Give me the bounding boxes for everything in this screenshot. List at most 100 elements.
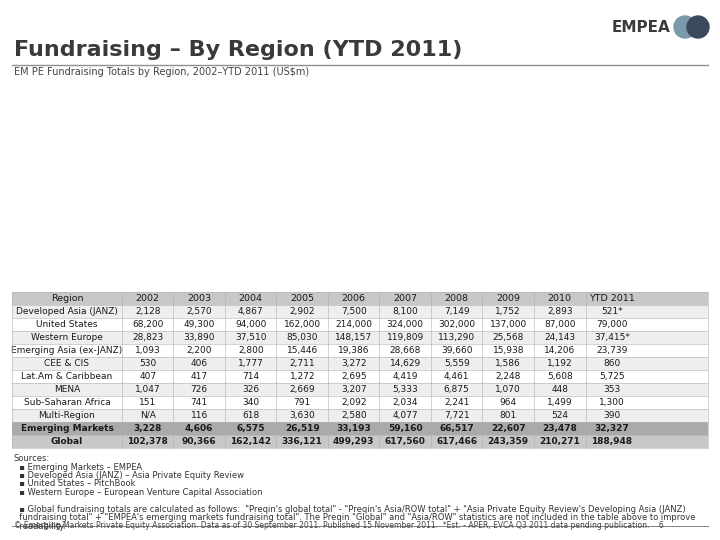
- Text: 1,777: 1,777: [238, 359, 264, 368]
- Text: 33,193: 33,193: [336, 424, 371, 433]
- Text: Sources:: Sources:: [14, 454, 50, 463]
- Text: United States: United States: [36, 320, 98, 329]
- Text: YTD 2011: YTD 2011: [589, 294, 635, 303]
- Circle shape: [674, 16, 696, 38]
- Text: 6,875: 6,875: [444, 385, 469, 394]
- Bar: [12, 383, 708, 396]
- Text: 324,000: 324,000: [387, 320, 424, 329]
- Bar: [12, 318, 708, 331]
- Text: 2,034: 2,034: [392, 398, 418, 407]
- Text: 79,000: 79,000: [596, 320, 628, 329]
- Text: 37,510: 37,510: [235, 333, 266, 342]
- Bar: [12, 292, 708, 305]
- Text: 2,200: 2,200: [186, 346, 212, 355]
- Text: 3,228: 3,228: [133, 424, 162, 433]
- Text: 1,586: 1,586: [495, 359, 521, 368]
- Text: 137,000: 137,000: [490, 320, 527, 329]
- Text: 1,047: 1,047: [135, 385, 161, 394]
- Text: MENA: MENA: [54, 385, 80, 394]
- Text: 243,359: 243,359: [487, 437, 528, 446]
- Text: N/A: N/A: [140, 411, 156, 420]
- Bar: [12, 422, 708, 435]
- Bar: [12, 331, 708, 344]
- Text: 5,725: 5,725: [599, 372, 625, 381]
- Text: 87,000: 87,000: [544, 320, 575, 329]
- Bar: [12, 357, 708, 370]
- Text: 59,160: 59,160: [388, 424, 423, 433]
- Text: Lat.Am & Caribbean: Lat.Am & Caribbean: [22, 372, 112, 381]
- Text: 14,206: 14,206: [544, 346, 575, 355]
- Text: ▪ Developed Asia (JANZ) – Asia Private Equity Review: ▪ Developed Asia (JANZ) – Asia Private E…: [14, 471, 244, 480]
- Text: © Emerging Markets Private Equity Association. Data as of 30 September 2011. Pub: © Emerging Markets Private Equity Associ…: [14, 521, 664, 530]
- Text: 2,893: 2,893: [547, 307, 572, 316]
- Text: Fundraising – By Region (YTD 2011): Fundraising – By Region (YTD 2011): [14, 40, 462, 60]
- Text: Global: Global: [51, 437, 83, 446]
- Text: 37,415*: 37,415*: [594, 333, 630, 342]
- Text: 113,290: 113,290: [438, 333, 475, 342]
- Text: 7,149: 7,149: [444, 307, 469, 316]
- Text: 22,607: 22,607: [491, 424, 526, 433]
- Text: 14,629: 14,629: [390, 359, 421, 368]
- Text: 417: 417: [191, 372, 208, 381]
- Text: 406: 406: [191, 359, 208, 368]
- Text: 4,867: 4,867: [238, 307, 264, 316]
- Circle shape: [687, 16, 709, 38]
- Text: 5,608: 5,608: [547, 372, 572, 381]
- Text: 1,499: 1,499: [547, 398, 572, 407]
- Text: 2,695: 2,695: [341, 372, 366, 381]
- Text: 33,890: 33,890: [184, 333, 215, 342]
- Bar: [12, 344, 708, 357]
- Text: 2,580: 2,580: [341, 411, 366, 420]
- Text: readability.: readability.: [14, 522, 66, 531]
- Text: 23,478: 23,478: [542, 424, 577, 433]
- Text: 964: 964: [500, 398, 517, 407]
- Text: 90,366: 90,366: [182, 437, 217, 446]
- Text: Western Europe: Western Europe: [31, 333, 103, 342]
- Text: 119,809: 119,809: [387, 333, 424, 342]
- Text: 148,157: 148,157: [336, 333, 372, 342]
- Text: 2010: 2010: [548, 294, 572, 303]
- Text: 2,248: 2,248: [495, 372, 521, 381]
- Text: Sub-Saharan Africa: Sub-Saharan Africa: [24, 398, 110, 407]
- Text: 2,669: 2,669: [289, 385, 315, 394]
- Text: 2002: 2002: [135, 294, 160, 303]
- Text: 2008: 2008: [445, 294, 469, 303]
- Text: 162,000: 162,000: [284, 320, 321, 329]
- Text: 15,938: 15,938: [492, 346, 524, 355]
- Text: 3,630: 3,630: [289, 411, 315, 420]
- Text: 353: 353: [603, 385, 621, 394]
- Text: 2,241: 2,241: [444, 398, 469, 407]
- Text: 617,560: 617,560: [384, 437, 426, 446]
- Text: 530: 530: [139, 359, 156, 368]
- Text: Developed Asia (JANZ): Developed Asia (JANZ): [16, 307, 118, 316]
- Text: 2,800: 2,800: [238, 346, 264, 355]
- Text: 85,030: 85,030: [287, 333, 318, 342]
- Text: 1,093: 1,093: [135, 346, 161, 355]
- Text: 7,500: 7,500: [341, 307, 366, 316]
- Text: ▪ Western Europe – European Venture Capital Association: ▪ Western Europe – European Venture Capi…: [14, 488, 263, 497]
- Text: 151: 151: [139, 398, 156, 407]
- Text: 15,446: 15,446: [287, 346, 318, 355]
- Text: ▪ United States – PitchBook: ▪ United States – PitchBook: [14, 480, 135, 489]
- Text: Emerging Asia (ex-JANZ): Emerging Asia (ex-JANZ): [12, 346, 122, 355]
- Text: 521*: 521*: [601, 307, 623, 316]
- Text: 28,668: 28,668: [390, 346, 421, 355]
- Text: 2006: 2006: [342, 294, 366, 303]
- Text: fundraising total" + "EMPEA's emerging markets fundraising total". The Preqin "G: fundraising total" + "EMPEA's emerging m…: [14, 514, 696, 523]
- Text: ▪ Emerging Markets – EMPEA: ▪ Emerging Markets – EMPEA: [14, 462, 142, 471]
- Text: EM PE Fundraising Totals by Region, 2002–YTD 2011 (US$m): EM PE Fundraising Totals by Region, 2002…: [14, 67, 309, 77]
- Text: 66,517: 66,517: [439, 424, 474, 433]
- Text: 4,461: 4,461: [444, 372, 469, 381]
- Text: 2,570: 2,570: [186, 307, 212, 316]
- Text: 39,660: 39,660: [441, 346, 472, 355]
- Text: 2,902: 2,902: [289, 307, 315, 316]
- Bar: [12, 305, 708, 318]
- Text: 617,466: 617,466: [436, 437, 477, 446]
- Text: 3,272: 3,272: [341, 359, 366, 368]
- Text: 116: 116: [191, 411, 208, 420]
- Text: 1,272: 1,272: [289, 372, 315, 381]
- Text: 7,721: 7,721: [444, 411, 469, 420]
- Bar: [12, 396, 708, 409]
- Text: 499,293: 499,293: [333, 437, 374, 446]
- Text: 726: 726: [191, 385, 208, 394]
